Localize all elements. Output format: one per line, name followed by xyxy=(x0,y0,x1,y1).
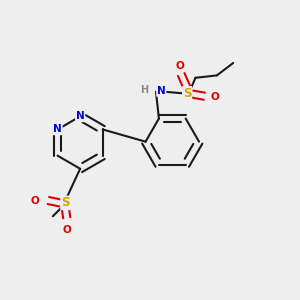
Text: O: O xyxy=(31,196,39,206)
Text: O: O xyxy=(175,61,184,70)
Text: S: S xyxy=(183,87,191,100)
Text: N: N xyxy=(157,86,166,96)
Text: O: O xyxy=(211,92,220,102)
Text: N: N xyxy=(53,124,62,134)
Text: N: N xyxy=(76,111,85,122)
Text: H: H xyxy=(141,85,149,95)
Text: S: S xyxy=(61,196,70,209)
Text: O: O xyxy=(62,225,71,235)
